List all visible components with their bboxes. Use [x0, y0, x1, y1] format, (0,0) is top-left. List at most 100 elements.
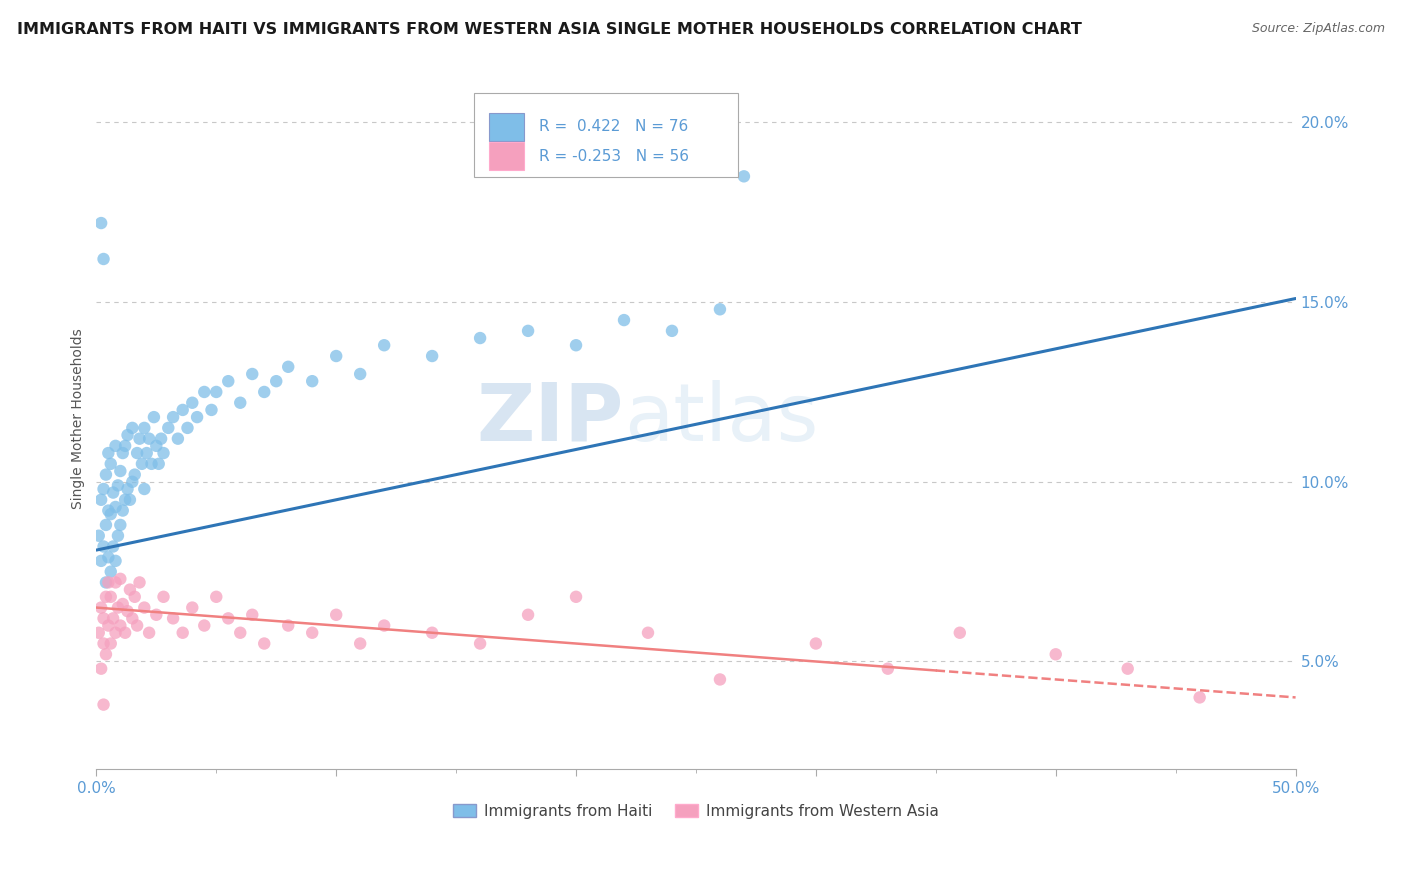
Point — [93, 698, 115, 712]
Point — [94, 590, 117, 604]
Point — [111, 597, 134, 611]
Point — [181, 396, 204, 410]
Point — [101, 611, 124, 625]
Point — [468, 636, 491, 650]
Point — [110, 517, 132, 532]
Point — [104, 625, 127, 640]
Point — [100, 565, 122, 579]
Point — [97, 550, 120, 565]
Point — [565, 338, 588, 352]
Point — [121, 475, 143, 489]
Point — [94, 648, 117, 662]
Point — [141, 457, 163, 471]
Text: ZIP: ZIP — [477, 380, 624, 458]
Point — [117, 604, 139, 618]
Point — [107, 600, 129, 615]
Point — [138, 625, 160, 640]
Point — [128, 575, 150, 590]
Point — [104, 439, 127, 453]
Point — [131, 457, 153, 471]
Point — [517, 607, 540, 622]
Point — [107, 529, 129, 543]
Point — [90, 216, 112, 230]
Point — [277, 359, 299, 374]
Point — [118, 492, 141, 507]
Point — [93, 611, 115, 625]
Point — [162, 410, 184, 425]
FancyBboxPatch shape — [474, 93, 738, 178]
Point — [101, 540, 124, 554]
Point — [97, 575, 120, 590]
FancyBboxPatch shape — [488, 142, 524, 170]
Point — [87, 625, 110, 640]
Point — [145, 439, 167, 453]
Point — [205, 384, 228, 399]
Point — [205, 590, 228, 604]
Point — [114, 492, 136, 507]
Point — [804, 636, 827, 650]
Point — [117, 482, 139, 496]
Point — [128, 432, 150, 446]
Point — [253, 384, 276, 399]
Point — [181, 600, 204, 615]
Point — [733, 169, 755, 184]
Point — [325, 607, 347, 622]
Legend: Immigrants from Haiti, Immigrants from Western Asia: Immigrants from Haiti, Immigrants from W… — [447, 797, 945, 825]
Point — [97, 503, 120, 517]
Point — [200, 403, 222, 417]
Point — [90, 554, 112, 568]
Point — [90, 492, 112, 507]
Point — [162, 611, 184, 625]
Y-axis label: Single Mother Households: Single Mother Households — [72, 328, 86, 509]
Point — [124, 467, 146, 482]
Point — [150, 432, 173, 446]
Point — [114, 625, 136, 640]
Point — [100, 457, 122, 471]
Point — [709, 673, 731, 687]
Text: IMMIGRANTS FROM HAITI VS IMMIGRANTS FROM WESTERN ASIA SINGLE MOTHER HOUSEHOLDS C: IMMIGRANTS FROM HAITI VS IMMIGRANTS FROM… — [17, 22, 1081, 37]
Point — [193, 384, 215, 399]
Text: R =  0.422   N = 76: R = 0.422 N = 76 — [538, 120, 688, 134]
Point — [145, 607, 167, 622]
Point — [613, 313, 636, 327]
Point — [152, 590, 174, 604]
Point — [157, 421, 180, 435]
Point — [127, 446, 149, 460]
Point — [97, 618, 120, 632]
Point — [134, 600, 156, 615]
Point — [110, 618, 132, 632]
Point — [217, 611, 239, 625]
Point — [114, 439, 136, 453]
Point — [253, 636, 276, 650]
Point — [135, 446, 157, 460]
Text: R = -0.253   N = 56: R = -0.253 N = 56 — [538, 149, 689, 163]
Point — [420, 625, 443, 640]
Point — [148, 457, 170, 471]
Point — [93, 482, 115, 496]
Point — [709, 302, 731, 317]
Text: atlas: atlas — [624, 380, 818, 458]
Point — [1188, 690, 1211, 705]
Point — [134, 482, 156, 496]
Point — [152, 446, 174, 460]
Point — [176, 421, 198, 435]
Point — [93, 252, 115, 266]
Point — [876, 662, 898, 676]
Point — [104, 500, 127, 514]
Point — [117, 428, 139, 442]
Point — [229, 396, 252, 410]
Point — [349, 636, 371, 650]
Point — [172, 625, 194, 640]
Point — [111, 446, 134, 460]
Point — [100, 507, 122, 521]
Point — [193, 618, 215, 632]
Point — [104, 575, 127, 590]
Point — [172, 403, 194, 417]
Point — [110, 572, 132, 586]
Point — [325, 349, 347, 363]
Point — [373, 618, 395, 632]
Point — [127, 618, 149, 632]
Point — [661, 324, 683, 338]
Point — [637, 625, 659, 640]
Point — [217, 374, 239, 388]
